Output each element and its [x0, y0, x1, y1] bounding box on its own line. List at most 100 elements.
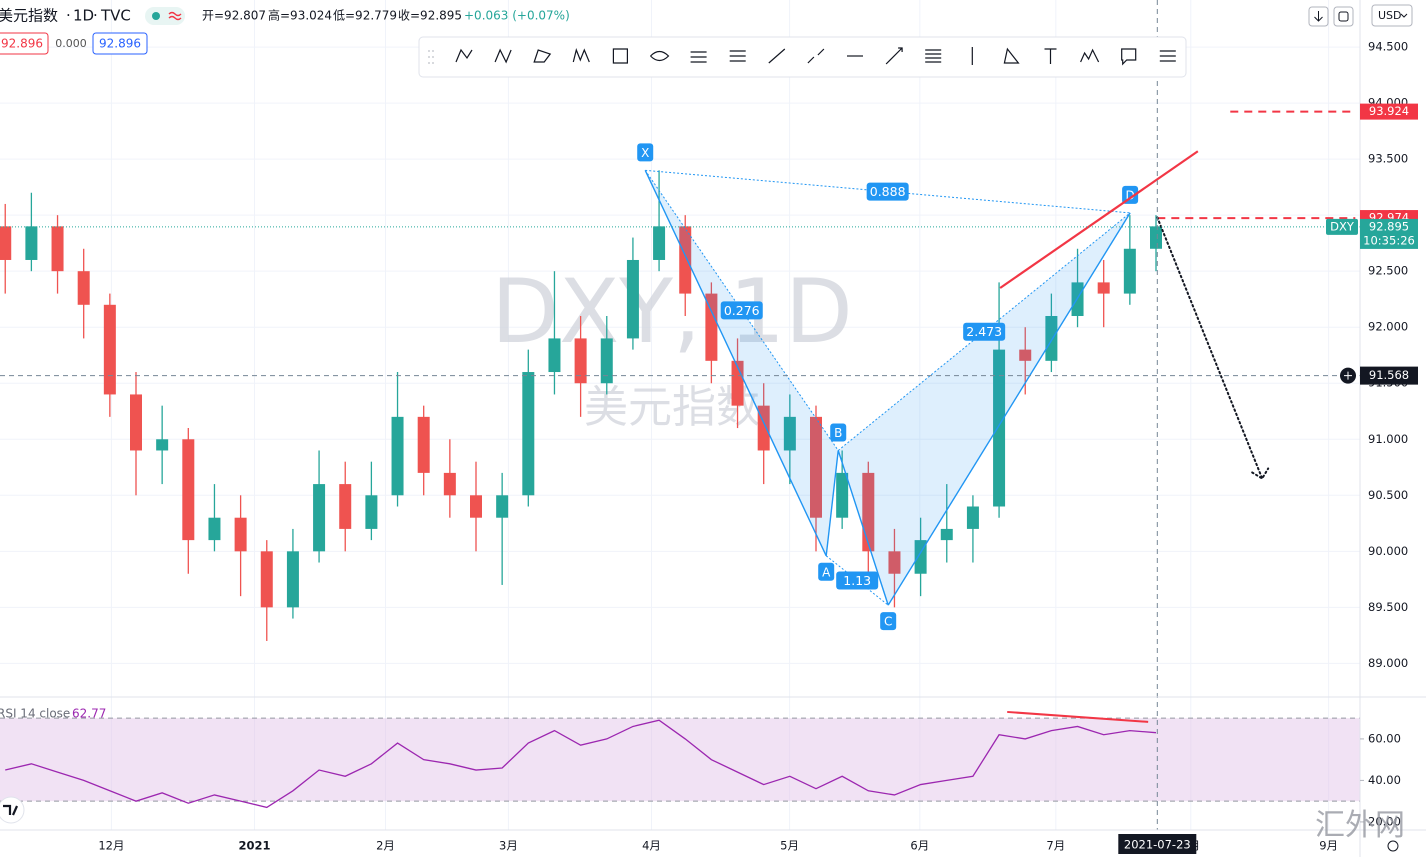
x-tick-label: 4月	[642, 839, 661, 853]
candle-body	[417, 416, 430, 473]
pattern-leg	[644, 170, 827, 557]
candle-body	[496, 495, 509, 518]
x-tick-label: 5月	[780, 839, 799, 853]
last-symbol: DXY	[1330, 219, 1355, 233]
tool-button[interactable]	[684, 41, 714, 71]
toolbar-grip	[428, 50, 434, 64]
pattern-ratio-line	[645, 169, 1131, 214]
point-badge	[818, 562, 835, 581]
tool-button[interactable]	[1114, 41, 1144, 71]
pattern-ratio-line	[644, 170, 839, 451]
candle-body	[888, 551, 901, 574]
ohlc-open: 开=92.807	[202, 9, 266, 23]
tool-button[interactable]	[449, 41, 479, 71]
candle-body	[77, 271, 90, 305]
ratio-label: 0.276	[724, 303, 760, 318]
status-icon	[168, 11, 182, 21]
logo[interactable]	[0, 796, 25, 824]
x-tick-label: 9月	[1319, 839, 1338, 853]
crosshair-price: 91.568	[1369, 368, 1409, 382]
crosshair-date-box	[1118, 834, 1197, 854]
candle-body	[1019, 349, 1032, 361]
crosshair-price-box	[1360, 366, 1418, 385]
interval: 1D	[73, 7, 94, 25]
ohlc-low: 低=92.779	[333, 9, 397, 23]
tool-button[interactable]	[918, 41, 948, 71]
tool-button[interactable]	[801, 41, 831, 71]
tool-button[interactable]	[605, 41, 635, 71]
ratio-badge	[720, 301, 763, 320]
candle-body	[574, 338, 587, 384]
level-label-box	[1360, 103, 1418, 120]
candle-body	[25, 226, 38, 260]
point-label: C	[884, 615, 892, 629]
tool-button[interactable]	[996, 41, 1026, 71]
separator: ·	[66, 7, 71, 25]
candle-body	[705, 293, 718, 361]
exchange: TVC	[100, 7, 131, 25]
spread: 0.000	[55, 37, 87, 50]
y-tick-label: 94.500	[1368, 40, 1408, 54]
x-tick-label: 6月	[910, 839, 929, 853]
pattern-leg	[887, 212, 1131, 606]
candle-body	[600, 338, 613, 384]
rsi-line	[5, 719, 1157, 809]
rsi-tick-label: 20.00	[1368, 814, 1401, 828]
drawing-toolbar	[418, 36, 1187, 78]
ratio-badge	[836, 571, 879, 590]
candle-body	[391, 416, 404, 496]
ratio-label: 0.888	[870, 184, 906, 199]
ratio-badge	[963, 322, 1006, 341]
status-badge[interactable]	[145, 7, 185, 25]
tool-icon	[925, 49, 942, 63]
point-badge	[830, 423, 847, 442]
watermark: DXY, 1D	[491, 260, 853, 363]
x-tick-label: 7月	[1046, 839, 1065, 853]
tool-button[interactable]	[527, 41, 557, 71]
logo-mark	[3, 804, 19, 816]
plot: RSI 14 close 62.77 0.276 0.888 1.13 2.473 X A B C…	[0, 0, 1360, 830]
tool-icon	[572, 48, 590, 63]
candle-body	[234, 517, 247, 552]
ratio-label: 1.13	[843, 573, 871, 588]
y-tick-label: 89.500	[1368, 600, 1408, 614]
candle-body	[182, 439, 195, 541]
candle-body	[653, 226, 666, 260]
point-badge	[1122, 185, 1139, 204]
tool-icon	[1121, 48, 1137, 66]
tool-button[interactable]	[645, 41, 675, 71]
sell-button[interactable]	[0, 32, 49, 55]
x-tick-label: 12月	[98, 839, 124, 853]
ohlc-close: 收=92.895	[398, 9, 462, 23]
scroll-icon	[1314, 11, 1323, 22]
candle-body	[0, 226, 12, 260]
currency: USD	[1378, 9, 1402, 22]
candle-body	[783, 416, 796, 451]
candle-body	[1097, 282, 1110, 294]
tool-icon	[1044, 48, 1057, 64]
pattern-fill	[645, 170, 839, 556]
candle-body	[548, 338, 561, 373]
settings-button[interactable]	[1387, 840, 1399, 852]
projection-head	[1251, 467, 1270, 480]
rsi-tick-label: 40.00	[1368, 773, 1401, 787]
y-tick-label: 93.500	[1368, 152, 1408, 166]
tool-icon	[455, 48, 473, 63]
rsi-title: RSI 14 close	[0, 707, 70, 721]
y-tick-label: 90.500	[1368, 488, 1408, 502]
currency-button[interactable]	[1371, 4, 1413, 27]
point-label: B	[834, 426, 842, 440]
y-tick-label: 92.000	[1368, 320, 1408, 334]
separator: ·	[93, 7, 98, 25]
point-badge	[880, 612, 897, 631]
candle-body	[443, 472, 456, 496]
pattern-fill	[838, 212, 1131, 606]
point-label: D	[1125, 188, 1134, 202]
reset-button[interactable]	[1333, 6, 1354, 27]
candle-body	[810, 416, 822, 518]
level-label: 93.924	[1369, 104, 1409, 118]
tool-icon	[612, 48, 629, 64]
buy-button[interactable]	[92, 32, 148, 55]
